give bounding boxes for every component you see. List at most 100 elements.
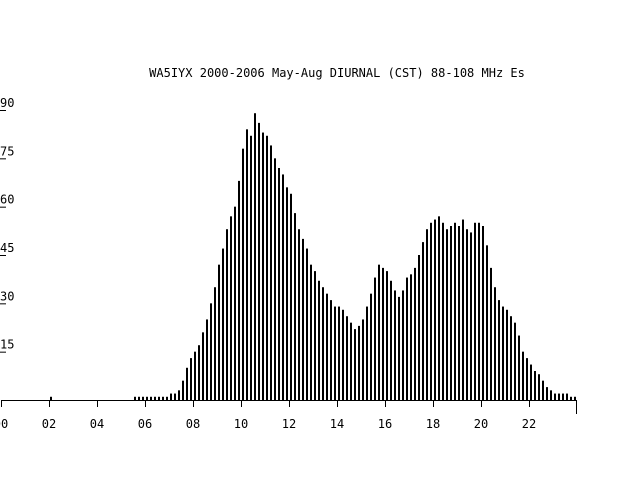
bar xyxy=(362,319,364,400)
bar xyxy=(418,255,420,400)
chart-title: WA5IYX 2000-2006 May-Aug DIURNAL (CST) 8… xyxy=(149,66,525,80)
bar xyxy=(134,396,136,400)
bar xyxy=(342,309,344,400)
bar xyxy=(210,303,212,400)
bar xyxy=(150,396,152,400)
bar xyxy=(410,274,412,400)
bar xyxy=(450,226,452,400)
x-tick-label: 16 xyxy=(378,417,392,431)
bar xyxy=(50,396,52,400)
bar xyxy=(194,351,196,400)
bar xyxy=(354,329,356,400)
bar xyxy=(146,396,148,400)
bar xyxy=(478,222,480,400)
y-tick-label: 90 xyxy=(0,96,14,110)
bar xyxy=(158,396,160,400)
bar xyxy=(486,245,488,400)
bar xyxy=(546,387,548,400)
bar xyxy=(310,264,312,400)
bar xyxy=(526,358,528,400)
bar xyxy=(206,319,208,400)
bar xyxy=(374,277,376,400)
bar xyxy=(382,267,384,400)
bar xyxy=(326,293,328,400)
bar xyxy=(562,393,564,400)
y-tick-label: 30 xyxy=(0,289,14,303)
bar xyxy=(214,287,216,400)
bar xyxy=(538,374,540,400)
bar xyxy=(434,219,436,400)
bar xyxy=(502,306,504,400)
bar xyxy=(422,242,424,400)
bar xyxy=(438,216,440,400)
bar xyxy=(318,280,320,400)
x-tick-label: 22 xyxy=(522,417,536,431)
bar xyxy=(390,280,392,400)
bar xyxy=(198,345,200,400)
bar xyxy=(494,287,496,400)
y-tick-label: 75 xyxy=(0,144,14,158)
bar xyxy=(246,129,248,401)
bar xyxy=(322,287,324,400)
bar xyxy=(402,290,404,400)
bar xyxy=(222,248,224,400)
bar xyxy=(338,306,340,400)
bar xyxy=(162,396,164,400)
bar xyxy=(570,396,572,400)
bar xyxy=(350,322,352,400)
bar xyxy=(290,193,292,400)
bar xyxy=(474,222,476,400)
bar xyxy=(470,232,472,400)
bar xyxy=(138,396,140,400)
x-tick-label: 06 xyxy=(138,417,152,431)
bar xyxy=(498,300,500,400)
bar xyxy=(442,222,444,400)
bar xyxy=(258,122,260,400)
bar xyxy=(554,393,556,400)
bar xyxy=(558,393,560,400)
bar xyxy=(398,296,400,400)
bar xyxy=(266,135,268,400)
bar xyxy=(142,396,144,400)
bar xyxy=(234,206,236,400)
bar xyxy=(306,248,308,400)
bar xyxy=(190,358,192,400)
bar xyxy=(566,393,568,400)
x-tick-label: 10 xyxy=(234,417,248,431)
bar xyxy=(466,229,468,400)
x-tick-label: 02 xyxy=(42,417,56,431)
x-tick-label: 14 xyxy=(330,417,344,431)
bar xyxy=(230,216,232,400)
bar xyxy=(330,300,332,400)
x-tick-label: 08 xyxy=(186,417,200,431)
bar xyxy=(506,309,508,400)
bar xyxy=(238,180,240,400)
y-tick-label: 15 xyxy=(0,338,14,352)
bar xyxy=(174,393,176,400)
y-tick-label: 60 xyxy=(0,193,14,207)
bar xyxy=(226,229,228,400)
bar xyxy=(534,371,536,400)
bar xyxy=(346,316,348,400)
bar xyxy=(462,219,464,400)
bar xyxy=(286,187,288,400)
bar xyxy=(178,390,180,400)
bar xyxy=(270,145,272,400)
bar xyxy=(186,367,188,400)
bar xyxy=(414,267,416,400)
bar xyxy=(282,174,284,400)
bar xyxy=(254,113,256,400)
x-tick-label: 00 xyxy=(0,417,8,431)
bar xyxy=(446,229,448,400)
bar xyxy=(530,364,532,400)
bar xyxy=(314,271,316,400)
bar xyxy=(262,132,264,401)
x-tick-label: 12 xyxy=(282,417,296,431)
bar xyxy=(298,229,300,400)
bar xyxy=(166,396,168,400)
bar xyxy=(218,264,220,400)
x-tick-label: 04 xyxy=(90,417,104,431)
bar xyxy=(370,293,372,400)
bar xyxy=(366,306,368,400)
